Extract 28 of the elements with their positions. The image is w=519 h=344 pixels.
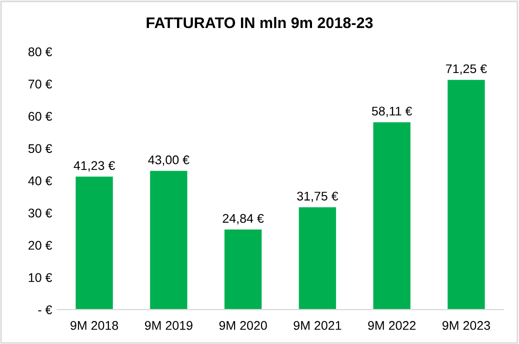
y-tick-label: - € [38, 305, 52, 314]
bar [150, 170, 188, 310]
y-tick-label: 70 € [28, 80, 52, 88]
x-tick-label: 9M 2022 [368, 321, 416, 330]
bar [76, 176, 113, 310]
x-tick-label: 9M 2018 [70, 321, 118, 330]
data-label: 71,25 € [446, 64, 487, 75]
x-tick-label: 9M 2021 [294, 321, 342, 330]
y-tick-label: 20 € [28, 240, 52, 250]
y-tick-label: 10 € [28, 273, 52, 282]
x-tick-label: 9M 2023 [442, 321, 490, 330]
chart-title: FATTURATO IN mln 9m 2018-23 [146, 16, 373, 28]
bar [298, 207, 336, 310]
data-label: 31,75 € [297, 192, 338, 202]
x-tick-label: 9M 2020 [219, 321, 267, 330]
bar [448, 80, 485, 310]
bar [224, 229, 262, 310]
y-tick-label: 60 € [28, 112, 52, 121]
bar [373, 122, 410, 310]
data-label: 58,11 € [372, 106, 412, 118]
y-tick-label: 40 € [28, 176, 52, 186]
y-tick-label: 30 € [28, 208, 52, 218]
data-label: 43,00 € [148, 155, 190, 166]
y-tick-label: 80 € [28, 47, 52, 56]
x-tick-label: 9M 2019 [144, 321, 192, 330]
data-label: 24,84 € [222, 214, 264, 224]
data-label: 41,23 € [74, 161, 115, 172]
y-tick-label: 50 € [28, 144, 52, 153]
